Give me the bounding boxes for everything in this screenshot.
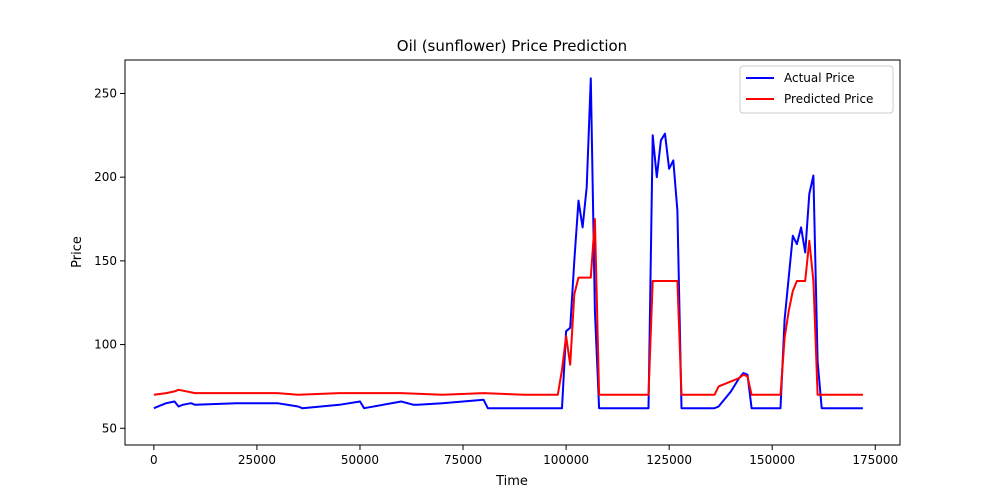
- y-axis-label: Price: [70, 236, 85, 268]
- chart-title: Oil (sunflower) Price Prediction: [397, 37, 627, 55]
- legend-label: Predicted Price: [784, 92, 873, 106]
- y-tick-label: 100: [94, 338, 117, 352]
- x-tick-label: 175000: [852, 453, 898, 467]
- plot-background: [125, 60, 900, 445]
- x-tick-label: 100000: [543, 453, 589, 467]
- series-line-actual-price: [153, 77, 863, 410]
- y-tick-label: 200: [94, 170, 117, 184]
- series-layer: [153, 77, 863, 410]
- x-tick-label: 50000: [341, 453, 379, 467]
- legend-box: [739, 65, 894, 114]
- x-axis: 0 25000 50000 75000 100000 125000 150000 175000: [150, 445, 898, 467]
- x-tick-label: 125000: [646, 453, 692, 467]
- y-tick-label: 250: [94, 86, 117, 100]
- plot-frame: [124, 59, 901, 446]
- y-axis: 50 100 150 200 250: [94, 86, 125, 435]
- legend: Actual Price Predicted Price: [739, 65, 894, 114]
- x-tick-label: 150000: [749, 453, 795, 467]
- x-tick-label: 75000: [444, 453, 482, 467]
- series-line-predicted-price: [153, 218, 863, 396]
- y-tick-label: 50: [102, 421, 117, 435]
- x-tick-label: 25000: [238, 453, 276, 467]
- x-axis-label: Time: [495, 474, 528, 489]
- x-tick-label: 0: [150, 453, 158, 467]
- y-tick-label: 150: [94, 254, 117, 268]
- plot-area: [125, 60, 900, 445]
- legend-label: Actual Price: [784, 71, 855, 85]
